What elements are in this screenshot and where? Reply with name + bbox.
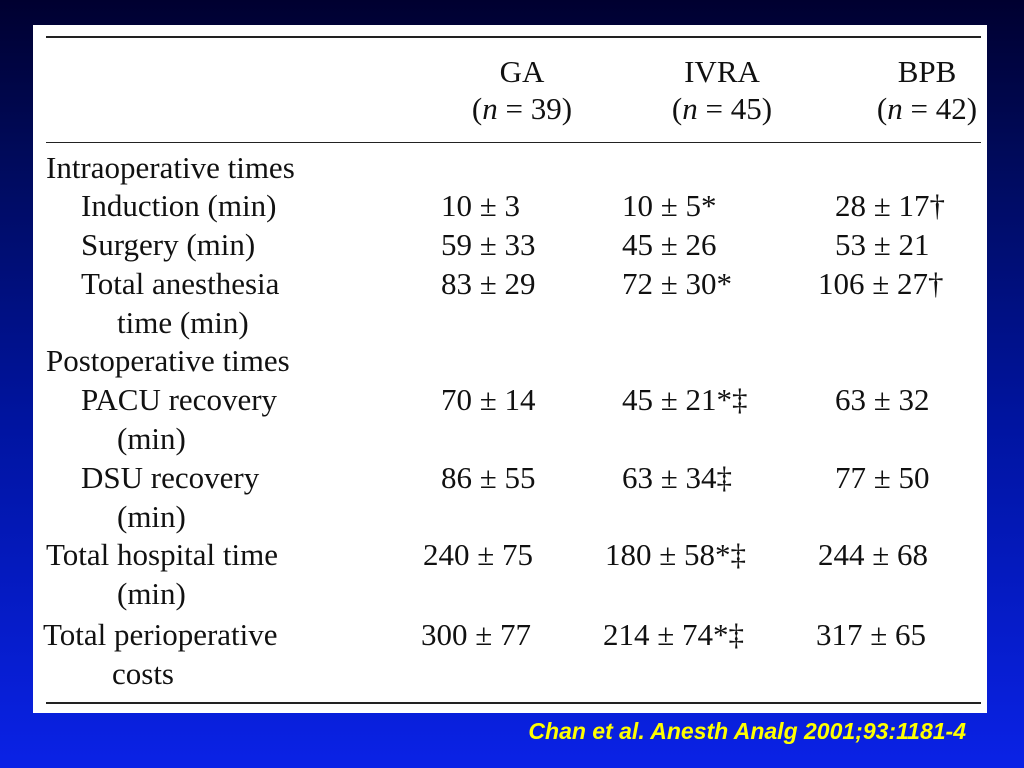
section-label-postoperative: Postoperative times xyxy=(46,343,290,378)
row-label-total-costs-cont: costs xyxy=(112,656,174,691)
row-label-total-anesthesia-cont: time (min) xyxy=(117,305,249,340)
cell-pacu-ivra: 45 ± 21*‡ xyxy=(622,382,748,417)
cell-total-hospital-ivra: 180 ± 58*‡ xyxy=(605,537,747,572)
cell-pacu-ga: 70 ± 14 xyxy=(441,382,536,417)
table-bottom-rule xyxy=(46,702,981,704)
cell-total-anesthesia-ga: 83 ± 29 xyxy=(441,266,536,301)
cell-induction-bpb: 28 ± 17† xyxy=(835,188,946,223)
cell-dsu-ivra: 63 ± 34‡ xyxy=(622,460,733,495)
column-header-n: (n = 39) xyxy=(471,91,573,126)
citation: Chan et al. Anesth Analg 2001;93:1181-4 xyxy=(528,718,966,744)
row-label-total-hospital: Total hospital time xyxy=(46,537,279,572)
column-header-n: (n = 42) xyxy=(876,91,978,126)
row-label-pacu: PACU recovery xyxy=(81,382,278,417)
section-label-intraoperative: Intraoperative times xyxy=(46,150,295,185)
cell-induction-ga: 10 ± 3 xyxy=(441,188,521,223)
cell-total-hospital-bpb: 244 ± 68 xyxy=(818,537,929,572)
cell-total-hospital-ga: 240 ± 75 xyxy=(423,537,534,572)
cell-dsu-bpb: 77 ± 50 xyxy=(835,460,930,495)
cell-induction-ivra: 10 ± 5* xyxy=(622,188,717,223)
table-top-rule xyxy=(46,36,981,38)
cell-surgery-ivra: 45 ± 26 xyxy=(622,227,717,262)
results-table: GA (n = 39) IVRA (n = 45) BPB (n = 42) I… xyxy=(33,25,987,713)
cell-surgery-bpb: 53 ± 21 xyxy=(835,227,930,262)
row-label-dsu: DSU recovery xyxy=(81,460,260,495)
row-label-induction: Induction (min) xyxy=(81,188,277,223)
table-header-rule xyxy=(46,142,981,143)
cell-surgery-ga: 59 ± 33 xyxy=(441,227,536,262)
column-header-ga: GA (n = 39) xyxy=(422,53,622,127)
column-header-n: (n = 45) xyxy=(671,91,773,126)
row-label-surgery: Surgery (min) xyxy=(81,227,256,262)
row-label-total-hospital-cont: (min) xyxy=(117,576,186,611)
row-label-dsu-cont: (min) xyxy=(117,499,186,534)
cell-total-costs-ga: 300 ± 77 xyxy=(421,617,532,652)
column-header-name: GA xyxy=(499,54,545,89)
row-label-total-anesthesia: Total anesthesia xyxy=(81,266,280,301)
column-header-ivra: IVRA (n = 45) xyxy=(622,53,822,127)
cell-dsu-ga: 86 ± 55 xyxy=(441,460,536,495)
cell-total-anesthesia-bpb: 106 ± 27† xyxy=(818,266,944,301)
column-header-name: BPB xyxy=(897,54,957,89)
row-label-total-costs: Total perioperative xyxy=(43,617,278,652)
cell-pacu-bpb: 63 ± 32 xyxy=(835,382,930,417)
row-label-pacu-cont: (min) xyxy=(117,421,186,456)
column-header-name: IVRA xyxy=(684,54,760,89)
cell-total-costs-bpb: 317 ± 65 xyxy=(816,617,927,652)
column-header-bpb: BPB (n = 42) xyxy=(827,53,1024,127)
cell-total-anesthesia-ivra: 72 ± 30* xyxy=(622,266,733,301)
cell-total-costs-ivra: 214 ± 74*‡ xyxy=(603,617,745,652)
